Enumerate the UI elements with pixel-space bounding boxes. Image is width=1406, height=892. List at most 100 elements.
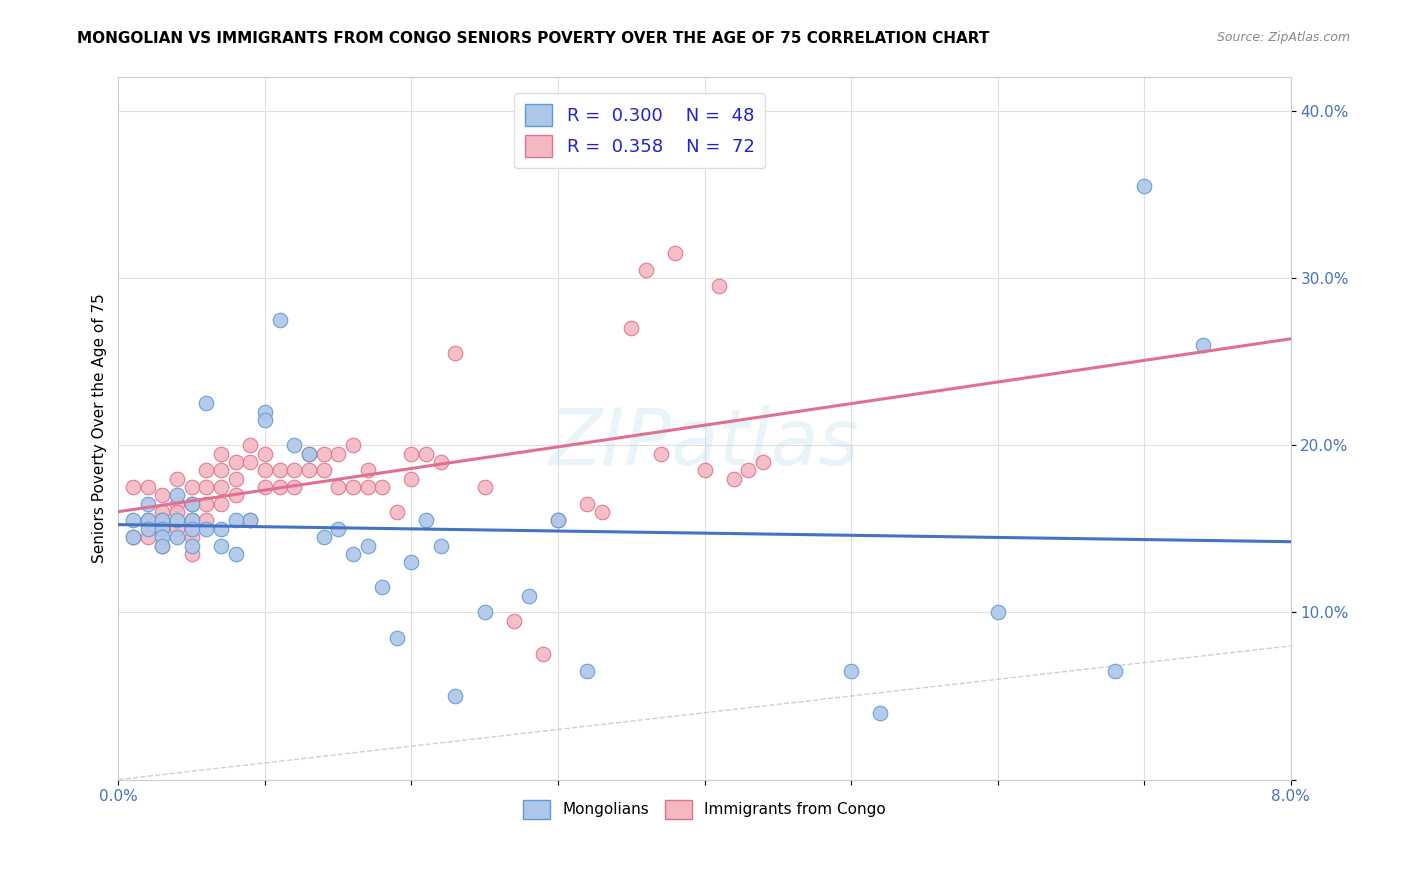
Point bbox=[650, 447, 672, 461]
Point bbox=[180, 513, 202, 527]
Point bbox=[269, 313, 291, 327]
Point bbox=[474, 480, 496, 494]
Point bbox=[342, 480, 364, 494]
Point bbox=[723, 472, 745, 486]
Point bbox=[166, 505, 188, 519]
Point bbox=[136, 480, 159, 494]
Point bbox=[136, 513, 159, 527]
Point bbox=[152, 539, 174, 553]
Point bbox=[283, 480, 305, 494]
Point bbox=[664, 246, 686, 260]
Point bbox=[401, 555, 423, 569]
Point bbox=[444, 689, 467, 703]
Point bbox=[356, 480, 378, 494]
Point bbox=[531, 647, 554, 661]
Point bbox=[752, 455, 775, 469]
Point bbox=[209, 480, 232, 494]
Point bbox=[342, 438, 364, 452]
Point bbox=[239, 513, 262, 527]
Point bbox=[195, 480, 218, 494]
Point bbox=[136, 497, 159, 511]
Point bbox=[166, 497, 188, 511]
Point bbox=[122, 513, 145, 527]
Point bbox=[136, 513, 159, 527]
Point bbox=[253, 480, 276, 494]
Point bbox=[209, 539, 232, 553]
Point bbox=[401, 447, 423, 461]
Legend: Mongolians, Immigrants from Congo: Mongolians, Immigrants from Congo bbox=[517, 794, 893, 824]
Point bbox=[253, 447, 276, 461]
Point bbox=[709, 279, 731, 293]
Point bbox=[1191, 338, 1213, 352]
Text: Source: ZipAtlas.com: Source: ZipAtlas.com bbox=[1216, 31, 1350, 45]
Point bbox=[547, 513, 569, 527]
Point bbox=[444, 346, 467, 360]
Point bbox=[122, 530, 145, 544]
Point bbox=[253, 405, 276, 419]
Point bbox=[371, 580, 394, 594]
Point bbox=[122, 480, 145, 494]
Point bbox=[869, 706, 891, 720]
Point bbox=[152, 488, 174, 502]
Point bbox=[166, 472, 188, 486]
Point bbox=[209, 463, 232, 477]
Text: MONGOLIAN VS IMMIGRANTS FROM CONGO SENIORS POVERTY OVER THE AGE OF 75 CORRELATIO: MONGOLIAN VS IMMIGRANTS FROM CONGO SENIO… bbox=[77, 31, 990, 46]
Point bbox=[312, 447, 335, 461]
Point bbox=[503, 614, 526, 628]
Point bbox=[312, 530, 335, 544]
Point bbox=[180, 497, 202, 511]
Point bbox=[283, 438, 305, 452]
Point bbox=[371, 480, 394, 494]
Point bbox=[180, 539, 202, 553]
Point bbox=[225, 488, 247, 502]
Point bbox=[166, 522, 188, 536]
Point bbox=[152, 530, 174, 544]
Point bbox=[576, 497, 599, 511]
Point bbox=[225, 547, 247, 561]
Point bbox=[987, 606, 1010, 620]
Point bbox=[517, 589, 540, 603]
Point bbox=[180, 530, 202, 544]
Point bbox=[180, 522, 202, 536]
Point bbox=[547, 513, 569, 527]
Point bbox=[328, 480, 350, 494]
Point bbox=[195, 513, 218, 527]
Point bbox=[298, 463, 321, 477]
Point bbox=[298, 447, 321, 461]
Point bbox=[152, 522, 174, 536]
Point bbox=[239, 513, 262, 527]
Point bbox=[195, 396, 218, 410]
Point bbox=[195, 522, 218, 536]
Point bbox=[136, 522, 159, 536]
Point bbox=[225, 455, 247, 469]
Point bbox=[239, 438, 262, 452]
Point bbox=[152, 505, 174, 519]
Point bbox=[283, 463, 305, 477]
Point bbox=[152, 522, 174, 536]
Point bbox=[634, 262, 657, 277]
Point bbox=[180, 480, 202, 494]
Point bbox=[312, 463, 335, 477]
Point bbox=[180, 547, 202, 561]
Point bbox=[209, 497, 232, 511]
Point bbox=[474, 606, 496, 620]
Point bbox=[180, 513, 202, 527]
Point bbox=[166, 513, 188, 527]
Point bbox=[356, 463, 378, 477]
Point bbox=[401, 472, 423, 486]
Point bbox=[737, 463, 759, 477]
Point bbox=[166, 488, 188, 502]
Point bbox=[195, 463, 218, 477]
Point bbox=[591, 505, 613, 519]
Point bbox=[328, 447, 350, 461]
Point bbox=[1133, 179, 1156, 194]
Point bbox=[415, 513, 437, 527]
Point bbox=[152, 539, 174, 553]
Point bbox=[225, 513, 247, 527]
Point bbox=[136, 530, 159, 544]
Point bbox=[253, 413, 276, 427]
Point bbox=[209, 522, 232, 536]
Point bbox=[415, 447, 437, 461]
Point bbox=[356, 539, 378, 553]
Point bbox=[209, 447, 232, 461]
